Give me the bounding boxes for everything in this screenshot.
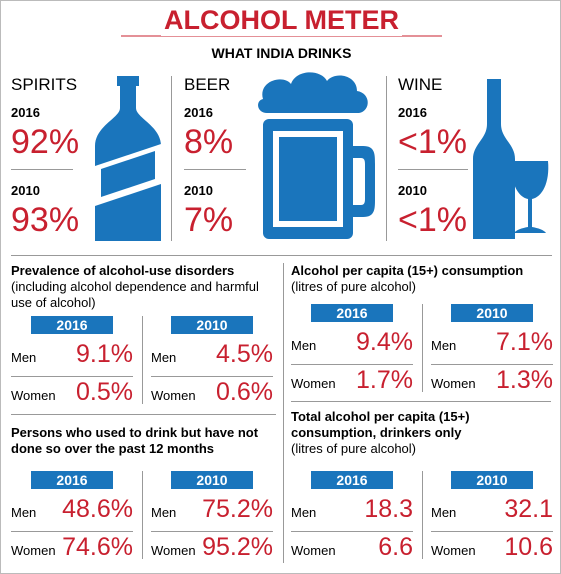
year-badge: 2016 (311, 304, 393, 322)
year-badge: 2010 (451, 471, 533, 489)
row-label: Men (431, 505, 457, 520)
row-value: 10.6 (504, 533, 553, 561)
row-label: Women (291, 543, 336, 558)
row-label: Women (431, 543, 476, 558)
divider (151, 376, 273, 377)
divider (398, 169, 468, 170)
year-badge: 2010 (451, 304, 533, 322)
row-value: 1.7% (356, 366, 413, 394)
panel-heading: Alcohol per capita (15+) consumption (291, 263, 524, 278)
year-badge: 2010 (171, 471, 253, 489)
year: 2016 (11, 105, 40, 120)
year: 2016 (398, 105, 427, 120)
share: 92% (11, 123, 80, 161)
divider (283, 263, 284, 563)
row-value: 48.6% (62, 495, 133, 523)
drink-name: BEER (184, 75, 231, 94)
subtitle: WHAT INDIA DRINKS (211, 45, 352, 61)
year-badge: 2016 (31, 316, 113, 334)
divider (291, 531, 413, 532)
panel-note: (litres of pure alcohol) (291, 441, 416, 456)
row-value: 0.6% (216, 378, 273, 406)
panel-note: (including alcohol dependence and harmfu… (11, 279, 259, 310)
divider (142, 316, 143, 404)
divider (431, 531, 553, 532)
row-value: 9.1% (76, 340, 133, 368)
year-badge: 2010 (171, 316, 253, 334)
share: 7% (184, 201, 234, 239)
divider (11, 414, 276, 415)
year-badge: 2016 (31, 471, 113, 489)
drink-name: WINE (398, 75, 443, 94)
share: <1% (398, 201, 467, 239)
panel-heading: Prevalence of alcohol-use disorders (11, 263, 235, 278)
row-label: Women (11, 388, 56, 403)
drink-name: SPIRITS (11, 75, 78, 94)
panel-title: Alcohol per capita (15+) consumption (li… (291, 263, 541, 295)
panel-note: (litres of pure alcohol) (291, 279, 416, 294)
row-value: 6.6 (378, 533, 413, 561)
row-value: 75.2% (202, 495, 273, 523)
row-value: 74.6% (62, 533, 133, 561)
divider (184, 169, 246, 170)
row-label: Women (431, 376, 476, 391)
panel-title: Total alcohol per capita (15+) consumpti… (291, 409, 541, 457)
row-label: Men (11, 505, 37, 520)
row-value: 0.5% (76, 378, 133, 406)
share: 93% (11, 201, 80, 239)
row-label: Women (151, 388, 196, 403)
row-value: 18.3 (364, 495, 413, 523)
row-label: Men (291, 338, 317, 353)
share: <1% (398, 123, 467, 161)
row-label: Men (431, 338, 457, 353)
divider (431, 364, 553, 365)
divider (171, 76, 172, 241)
row-label: Women (151, 543, 196, 558)
panel-title: Prevalence of alcohol-use disorders (inc… (11, 263, 261, 311)
divider (291, 401, 551, 402)
year: 2010 (11, 183, 40, 198)
divider (11, 255, 552, 256)
row-label: Women (11, 543, 56, 558)
divider (151, 531, 273, 532)
share: 8% (184, 123, 234, 161)
row-label: Men (151, 350, 177, 365)
divider (291, 364, 413, 365)
row-label: Men (11, 350, 37, 365)
panel-heading: Persons who used to drink but have not d… (11, 425, 259, 456)
year: 2010 (398, 183, 427, 198)
title: ALCOHOL METER (161, 5, 402, 36)
row-value: 4.5% (216, 340, 273, 368)
divider (11, 169, 73, 170)
row-label: Men (291, 505, 317, 520)
divider (11, 376, 133, 377)
panel-heading: Total alcohol per capita (15+) consumpti… (291, 409, 470, 440)
row-value: 9.4% (356, 328, 413, 356)
row-value: 7.1% (496, 328, 553, 356)
divider (422, 304, 423, 392)
divider (422, 471, 423, 559)
row-value: 32.1 (504, 495, 553, 523)
panel-title: Persons who used to drink but have not d… (11, 425, 276, 457)
row-value: 1.3% (496, 366, 553, 394)
row-label: Women (291, 376, 336, 391)
divider (11, 531, 133, 532)
year-badge: 2016 (311, 471, 393, 489)
year: 2016 (184, 105, 213, 120)
divider (142, 471, 143, 559)
year: 2010 (184, 183, 213, 198)
row-value: 95.2% (202, 533, 273, 561)
divider (386, 76, 387, 241)
row-label: Men (151, 505, 177, 520)
